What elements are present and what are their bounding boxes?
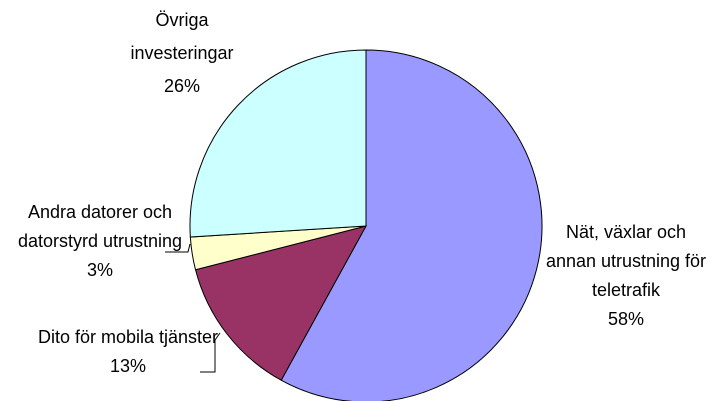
slice-label: Dito för mobila tjänster 13% <box>30 323 226 381</box>
category-label: Nät, växlar och annan utrustning för tel… <box>545 222 706 300</box>
value-label: 26% <box>163 76 201 96</box>
slice-label: Nät, växlar och annan utrustning för tel… <box>540 218 706 334</box>
value-label: 13% <box>109 356 147 376</box>
slice-label: Övriga investeringar 26% <box>102 4 262 103</box>
category-label: Dito för mobila tjänster <box>37 327 219 347</box>
category-label: Andra datorer och datorstyrd utrustning <box>17 202 183 251</box>
leader-line <box>200 332 221 373</box>
category-label: Övriga investeringar <box>130 10 234 63</box>
value-label: 3% <box>86 260 113 280</box>
pie-slice <box>189 49 367 238</box>
value-label: 58% <box>607 309 645 329</box>
pie-slice <box>194 225 367 381</box>
pie-slice <box>280 49 543 401</box>
slice-label: Andra datorer och datorstyrd utrustning 3… <box>10 198 190 285</box>
leader-line <box>165 243 191 253</box>
